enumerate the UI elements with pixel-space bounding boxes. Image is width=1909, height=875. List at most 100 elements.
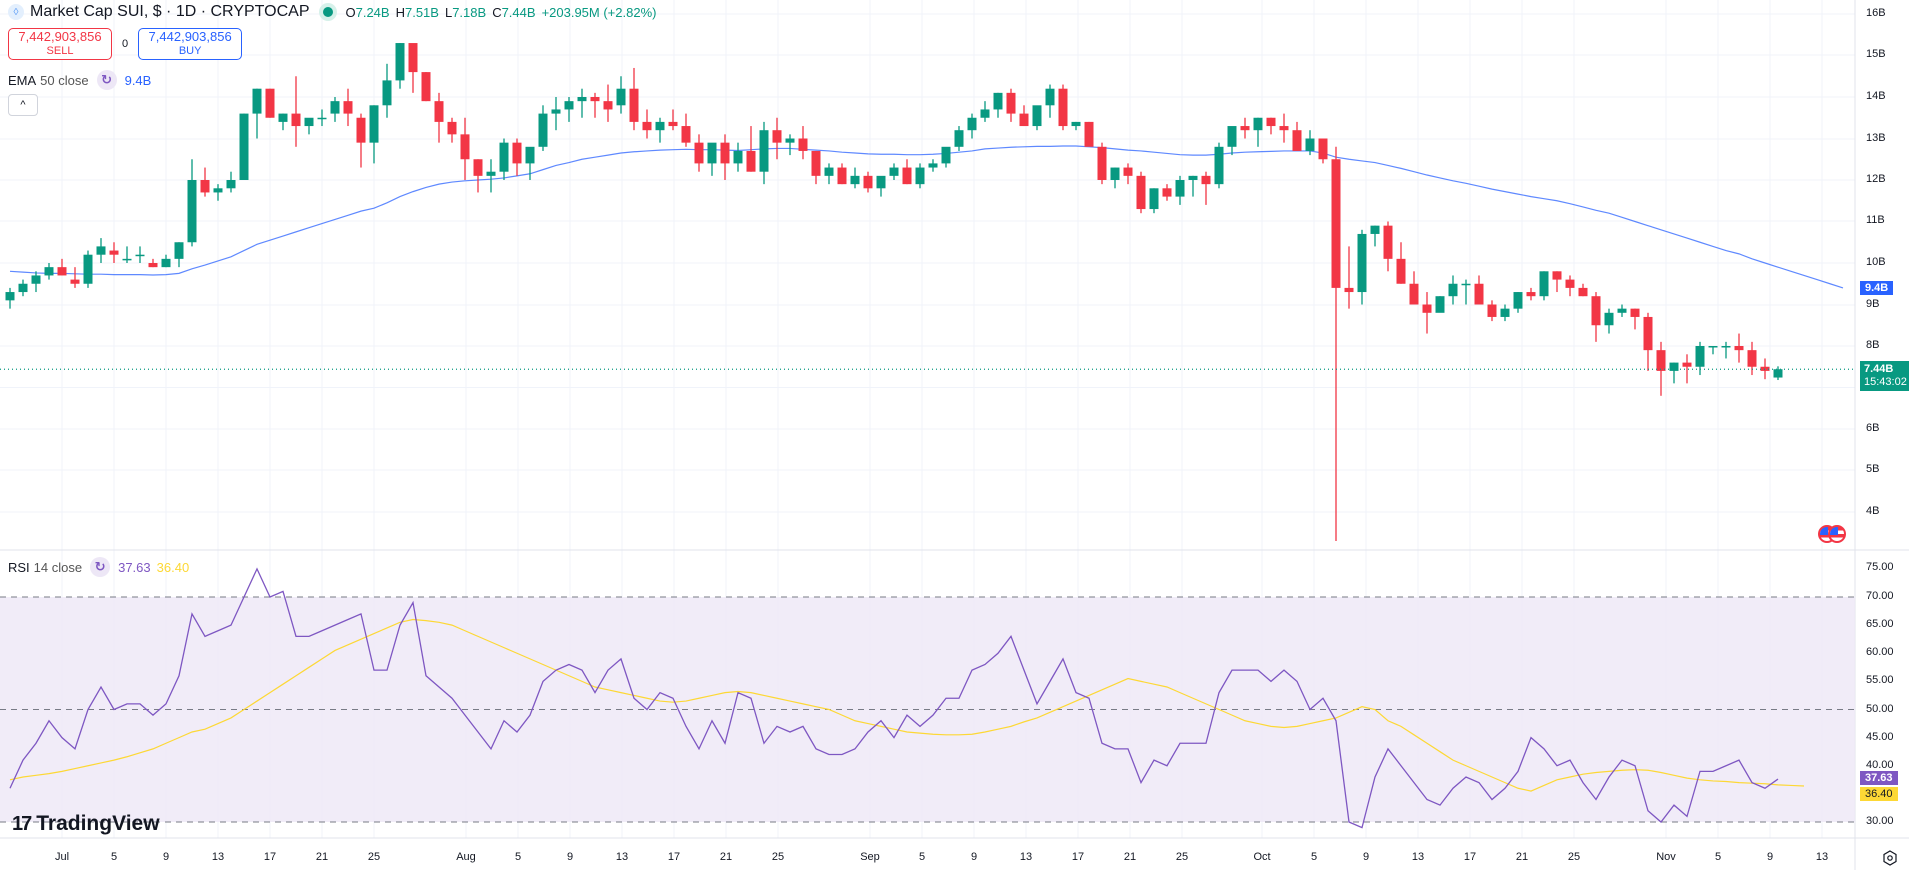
time-tick-label: 21: [315, 851, 329, 863]
time-tick-label: 21: [1123, 851, 1137, 863]
ohlc-values: O7.24B H7.51B L7.18B C7.44B +203.95M (+2…: [345, 5, 656, 20]
price-tick-label: 11B: [1866, 214, 1885, 226]
time-tick-label: 5: [514, 851, 522, 863]
time-tick-label: 21: [719, 851, 733, 863]
ema-params: 50 close: [40, 72, 89, 88]
last-price: 7.44B: [1864, 363, 1894, 375]
time-tick-label: 25: [367, 851, 381, 863]
low-label: L: [444, 4, 453, 20]
close-value: 7.44B: [501, 4, 536, 20]
time-tick-label: 17: [667, 851, 681, 863]
price-tick-label: 6B: [1866, 422, 1880, 434]
time-tick-label: 5: [918, 851, 926, 863]
symbol-legend: ◊ Market Cap SUI, $ · 1D · CRYPTOCAP O7.…: [8, 3, 656, 21]
rsi-tick-label: 70.00: [1866, 590, 1894, 602]
bar-countdown: 15:43:02: [1864, 376, 1907, 388]
sell-label: SELL: [46, 45, 74, 57]
refresh-icon[interactable]: ↻: [96, 70, 117, 90]
rsi-ma-value: 36.40: [156, 559, 190, 575]
price-tick-label: 4B: [1866, 505, 1880, 517]
rsi-params: 14 close: [33, 559, 83, 575]
open-label: O: [345, 4, 356, 20]
market-status-dot-icon[interactable]: [323, 7, 334, 17]
time-tick-label: 5: [110, 851, 118, 863]
time-tick-label: 9: [566, 851, 574, 863]
rsi-tick-label: 75.00: [1866, 561, 1894, 573]
time-tick-label: 13: [211, 851, 225, 863]
price-tick-label: 13B: [1866, 132, 1886, 144]
time-tick-label: 25: [1175, 851, 1189, 863]
ema-price-badge: 9.4B: [1860, 281, 1894, 295]
symbol-title[interactable]: Market Cap SUI, $ · 1D · CRYPTOCAP: [30, 3, 310, 20]
time-tick-label: 9: [1362, 851, 1370, 863]
price-tick-label: 9B: [1866, 298, 1880, 310]
buy-label: BUY: [178, 45, 202, 57]
spread-value: 0: [122, 38, 129, 50]
sell-price: 7,442,903,856: [18, 29, 102, 44]
time-tick-label: 5: [1714, 851, 1722, 863]
time-tick-label: 5: [1310, 851, 1318, 863]
time-tick-label: Aug: [456, 851, 476, 863]
refresh-icon[interactable]: ↻: [90, 557, 111, 577]
price-tick-label: 12B: [1866, 173, 1886, 185]
rsi-tick-label: 55.00: [1866, 674, 1894, 686]
sui-logo-icon: ◊: [8, 4, 24, 20]
rsi-tick-label: 60.00: [1866, 646, 1894, 658]
rsi-legend[interactable]: RSI 14 close ↻ 37.63 36.40: [8, 557, 189, 577]
rsi-name: RSI: [8, 559, 30, 575]
rsi-tick-label: 30.00: [1866, 815, 1894, 827]
close-label: C: [492, 4, 502, 20]
last-price-badge: 7.44B 15:43:02: [1860, 361, 1909, 391]
collapse-legend-button[interactable]: ^: [8, 94, 38, 116]
rsi-badge: 37.63: [1860, 771, 1898, 785]
price-tick-label: 8B: [1866, 339, 1880, 351]
time-tick-label: Oct: [1253, 851, 1271, 863]
ema-name: EMA: [8, 72, 37, 88]
settings-icon[interactable]: [1882, 850, 1898, 866]
rsi-ma-badge: 36.40: [1860, 787, 1898, 801]
ema-value: 9.4B: [124, 72, 152, 88]
tradingview-logo[interactable]: 17 TradingView: [12, 812, 160, 836]
time-tick-label: 9: [970, 851, 978, 863]
high-label: H: [395, 4, 405, 20]
rsi-value: 37.63: [118, 559, 151, 575]
time-tick-label: 13: [1019, 851, 1033, 863]
logo-text: TradingView: [36, 812, 160, 835]
low-value: 7.18B: [452, 4, 487, 20]
time-tick-label: Jul: [54, 851, 70, 863]
sell-button[interactable]: 7,442,903,856 SELL: [8, 28, 112, 60]
time-tick-label: 17: [263, 851, 277, 863]
price-tick-label: 10B: [1866, 256, 1886, 268]
time-tick-label: 25: [771, 851, 785, 863]
price-tick-label: 15B: [1866, 48, 1886, 60]
time-tick-label: 13: [1815, 851, 1829, 863]
price-tick-label: 14B: [1866, 90, 1886, 102]
change-value: +203.95M (+2.82%): [541, 4, 657, 20]
buy-button[interactable]: 7,442,903,856 BUY: [138, 28, 243, 60]
time-tick-label: Nov: [1656, 851, 1676, 863]
time-tick-label: 13: [615, 851, 629, 863]
time-tick-label: 13: [1411, 851, 1425, 863]
chevron-up-icon: ^: [20, 99, 26, 111]
time-tick-label: 21: [1515, 851, 1529, 863]
high-value: 7.51B: [404, 4, 439, 20]
economic-events[interactable]: [1818, 525, 1846, 543]
trade-buttons: 7,442,903,856 SELL 0 7,442,903,856 BUY: [8, 28, 243, 60]
time-tick-label: 25: [1567, 851, 1581, 863]
price-tick-label: 5B: [1866, 463, 1880, 475]
rsi-tick-label: 50.00: [1866, 703, 1894, 715]
rsi-tick-label: 45.00: [1866, 731, 1894, 743]
time-tick-label: 17: [1071, 851, 1085, 863]
buy-price: 7,442,903,856: [148, 29, 232, 44]
rsi-tick-label: 65.00: [1866, 618, 1894, 630]
time-tick-label: Sep: [860, 851, 880, 863]
us-flag-icon[interactable]: [1828, 525, 1846, 543]
time-tick-label: 9: [1766, 851, 1774, 863]
tradingview-mark-icon: 17: [12, 812, 32, 835]
time-tick-label: 9: [162, 851, 170, 863]
ema-legend[interactable]: EMA 50 close ↻ 9.4B: [8, 70, 151, 90]
rsi-tick-label: 40.00: [1866, 759, 1894, 771]
time-tick-label: 17: [1463, 851, 1477, 863]
price-tick-label: 16B: [1866, 7, 1886, 19]
